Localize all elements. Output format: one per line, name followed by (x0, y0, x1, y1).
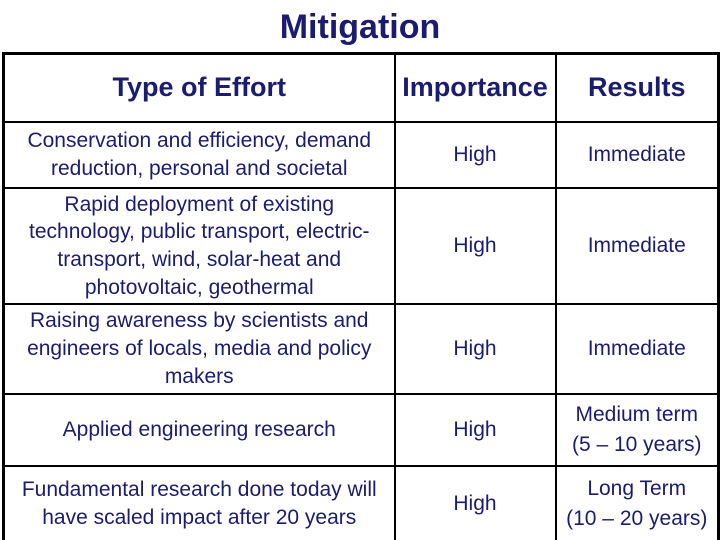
column-header-type-of-effort: Type of Effort (2, 52, 396, 123)
importance-cell: High (393, 392, 557, 467)
effort-cell: Fundamental research done today will hav… (2, 464, 396, 540)
results-cell: Long Term (10 – 20 years) (554, 464, 720, 540)
effort-cell: Applied engineering research (2, 392, 396, 467)
importance-cell: High (393, 120, 557, 189)
results-cell: Immediate (554, 120, 720, 189)
table-row: Fundamental research done today will hav… (2, 464, 720, 540)
results-cell: Immediate (554, 303, 720, 395)
page-title: Mitigation (279, 8, 441, 46)
effort-cell: Rapid deployment of existing technology,… (2, 186, 396, 306)
importance-cell: High (393, 464, 557, 540)
results-cell: Medium term (5 – 10 years) (554, 392, 720, 467)
mitigation-efforts-table: Type of Effort Importance Results Conser… (2, 52, 720, 540)
table-row: Raising awareness by scientists and engi… (2, 303, 720, 395)
table-row: Applied engineering research High Medium… (2, 392, 720, 467)
importance-cell: High (393, 186, 557, 306)
column-header-importance: Importance (393, 52, 557, 123)
importance-cell: High (393, 303, 557, 395)
table-header-row: Type of Effort Importance Results (2, 52, 720, 123)
effort-cell: Conservation and efficiency, demand redu… (2, 120, 396, 189)
table-row: Conservation and efficiency, demand redu… (2, 120, 720, 189)
effort-cell: Raising awareness by scientists and engi… (2, 303, 396, 395)
results-cell: Immediate (554, 186, 720, 306)
column-header-results: Results (554, 52, 720, 123)
table-row: Rapid deployment of existing technology,… (2, 186, 720, 306)
